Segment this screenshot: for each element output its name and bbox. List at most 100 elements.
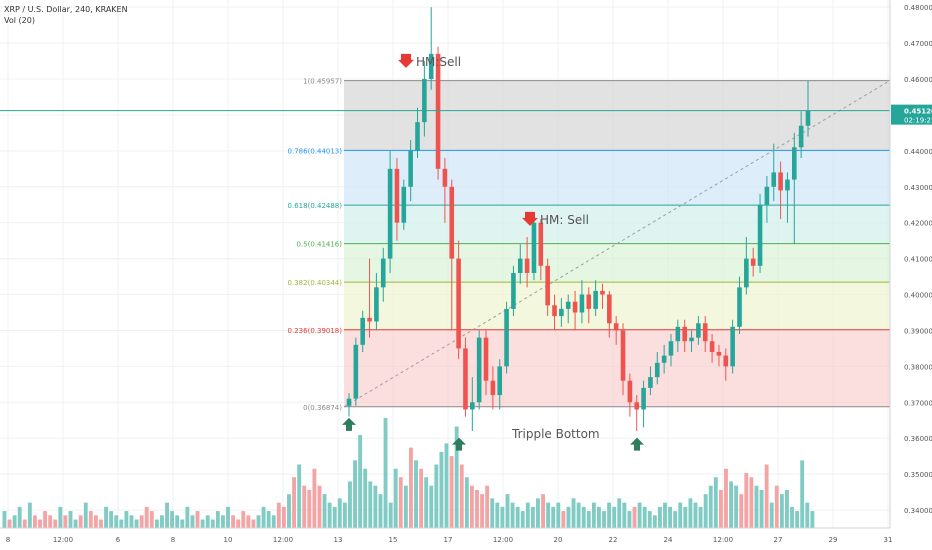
candle-body — [709, 341, 715, 352]
volume-bar — [348, 481, 352, 528]
volume-bar — [617, 498, 622, 528]
volume-bar — [241, 511, 246, 528]
candle-body — [600, 290, 605, 295]
volume-bar — [200, 519, 205, 528]
candle-body — [648, 377, 653, 388]
volume-bar — [210, 519, 215, 528]
price-tick-label: 0.47000 — [904, 40, 932, 48]
candle-body — [627, 380, 633, 403]
volume-bar — [124, 511, 129, 528]
volume-bar — [576, 502, 581, 528]
volume-bar — [251, 519, 256, 528]
volume-bar — [297, 464, 302, 528]
candle-body — [476, 337, 482, 403]
volume-bar — [642, 506, 647, 528]
volume-bar — [226, 506, 230, 528]
volume-bar — [556, 502, 561, 528]
price-tick-label: 0.48000 — [904, 4, 932, 12]
volume-bar — [180, 519, 185, 528]
volume-bar — [271, 515, 276, 528]
volume-bar — [475, 489, 479, 528]
volume-bar — [718, 489, 723, 528]
time-tick-label: 15 — [389, 536, 398, 544]
sell-arrow-icon — [398, 53, 414, 68]
fib-level-label: 0(0.36874) — [303, 404, 342, 412]
volume-bar — [114, 515, 119, 528]
volume-bar — [774, 485, 779, 528]
candle-body — [737, 287, 742, 327]
candle-body — [620, 330, 626, 381]
volume-bar — [83, 502, 88, 528]
time-tick-label: 6 — [116, 536, 121, 544]
candle-body — [682, 326, 687, 342]
volume-bar — [485, 485, 490, 528]
candle-body — [579, 294, 585, 313]
candle-body — [593, 290, 598, 309]
time-tick-label: 12:00 — [713, 536, 733, 544]
candle-body — [702, 323, 708, 342]
candle-body — [422, 79, 427, 123]
volume-bar — [287, 494, 291, 528]
candle-body — [778, 172, 783, 191]
volume-bar — [205, 515, 210, 528]
volume-bar — [754, 485, 759, 528]
volume-bar — [276, 502, 281, 528]
candle-body — [401, 186, 407, 223]
candle-body — [668, 341, 674, 356]
volume-bar — [337, 498, 342, 528]
candle-body — [387, 168, 393, 259]
volume-bar — [673, 511, 678, 528]
volume-bar — [764, 464, 769, 528]
time-tick-label: 8 — [171, 536, 175, 544]
volume-bar — [790, 506, 794, 528]
volume-bar — [739, 494, 744, 528]
volume-bar — [591, 502, 596, 528]
volume-bar — [38, 519, 42, 528]
volume-bar — [551, 506, 556, 528]
fib-level-label: 0.382(0.40344) — [288, 279, 343, 287]
volume-bar — [647, 511, 652, 528]
volume-bar — [32, 515, 37, 528]
volume-bar — [663, 502, 667, 528]
candle-body — [757, 204, 763, 266]
time-tick-label: 29 — [829, 536, 838, 544]
candle-body — [470, 402, 475, 410]
volume-bar — [129, 515, 134, 528]
time-tick-label: 20 — [554, 536, 563, 544]
volume-bar — [795, 511, 800, 528]
volume-bar — [383, 418, 388, 528]
volume-bar — [698, 506, 703, 528]
candle-body — [517, 258, 523, 273]
volume-bar — [378, 494, 383, 528]
volume-bar — [317, 485, 322, 528]
price-tick-label: 0.40000 — [904, 292, 932, 300]
volume-bar — [139, 515, 144, 528]
volume-bar — [785, 489, 789, 528]
volume-bar — [261, 506, 266, 528]
legend: XRP / U.S. Dollar, 240, KRAKEN Vol (20) — [4, 4, 128, 26]
candle-body — [730, 326, 735, 367]
candle-body — [394, 168, 400, 223]
volume-bar — [388, 502, 393, 528]
volume-bar — [515, 506, 520, 528]
candle-body — [380, 258, 386, 288]
time-tick-label: 31 — [884, 536, 893, 544]
volume-bar — [566, 506, 571, 528]
candle-body — [750, 258, 756, 266]
volume-bar — [154, 519, 159, 528]
volume-bar — [429, 485, 434, 528]
candle-body — [764, 186, 770, 205]
volume-bar — [109, 511, 114, 528]
volume-bar — [469, 485, 474, 528]
candle-body — [367, 317, 372, 322]
volume-bar — [581, 506, 586, 528]
volume-bar — [693, 502, 698, 528]
volume-bar — [800, 460, 805, 528]
last-price-badge[interactable] — [891, 104, 932, 125]
time-tick-label: 13 — [334, 536, 343, 544]
volume-bar — [134, 519, 139, 528]
candle-body — [723, 355, 729, 367]
